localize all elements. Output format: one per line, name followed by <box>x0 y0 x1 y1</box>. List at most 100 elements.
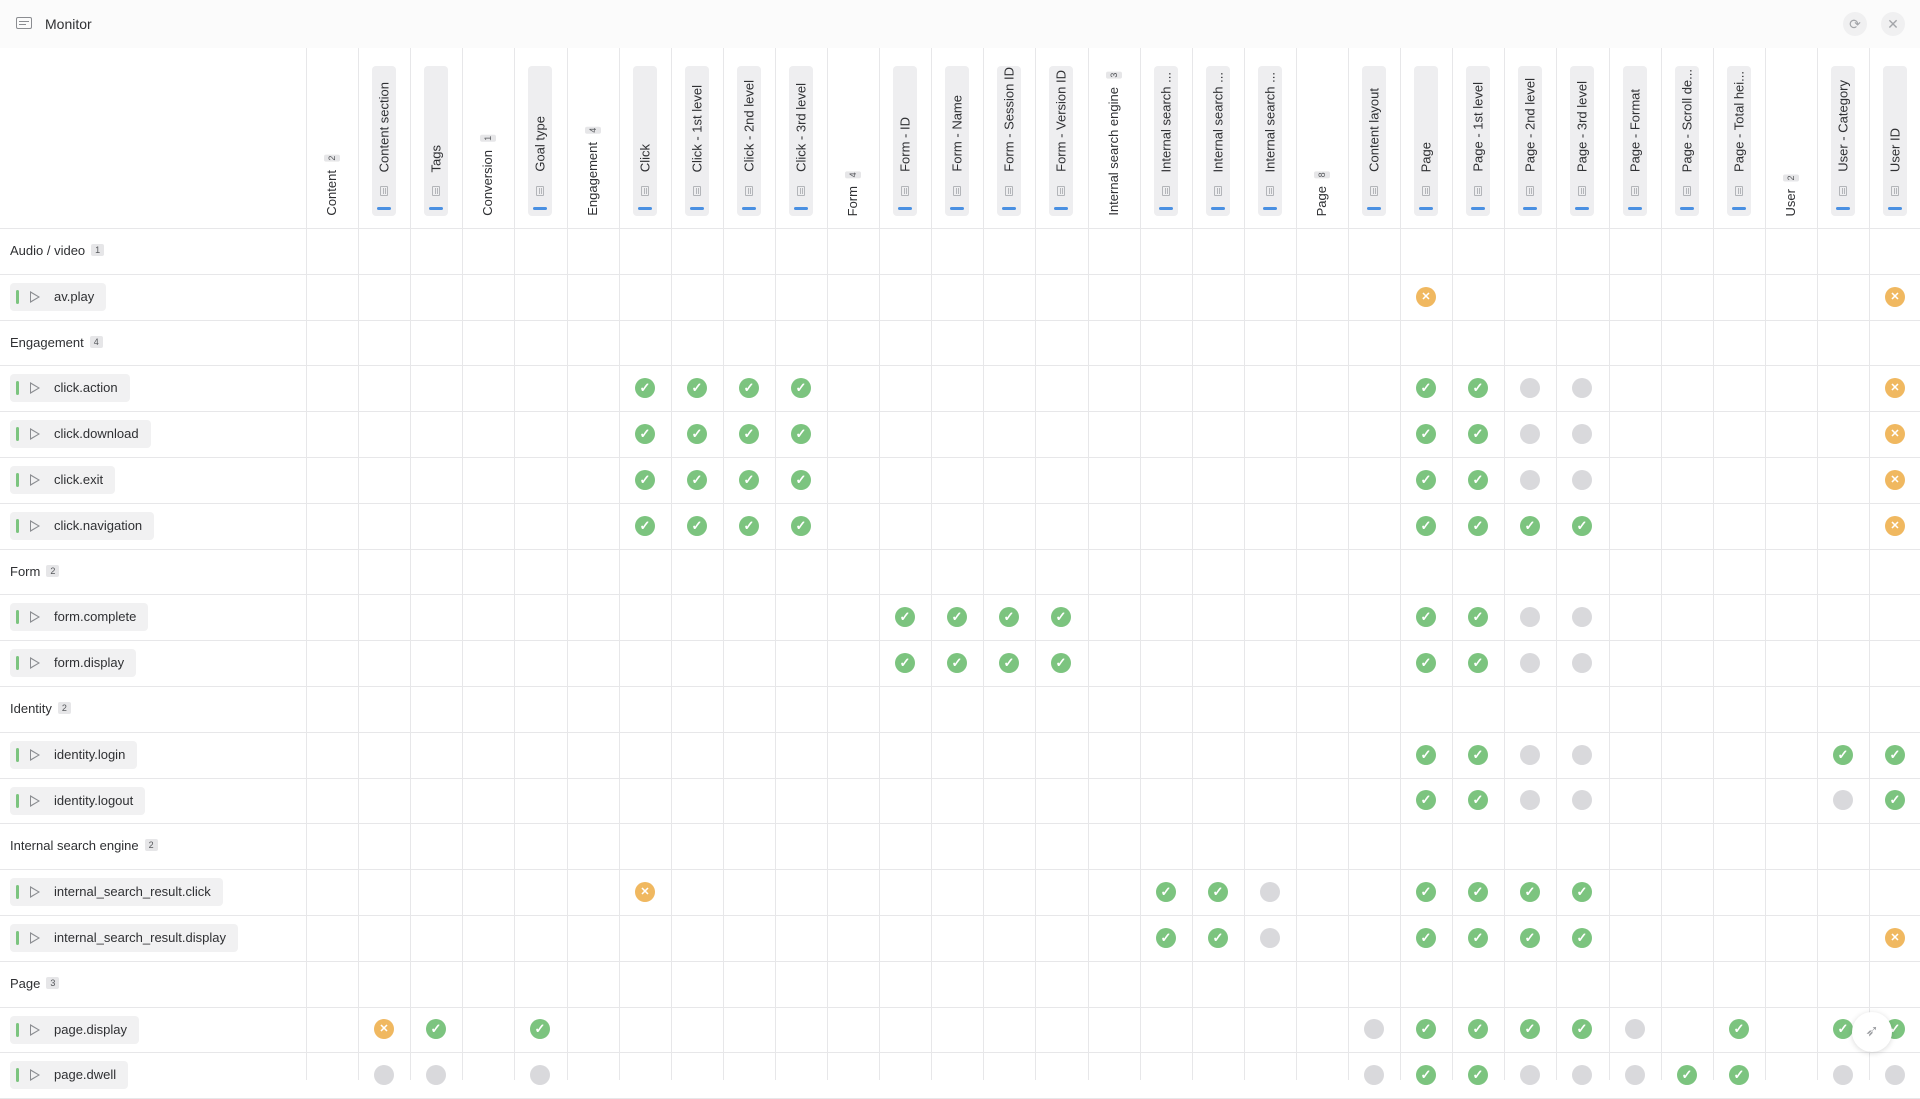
status-ok-icon[interactable]: ✓ <box>947 653 967 673</box>
status-err-icon[interactable]: ✕ <box>1416 287 1436 307</box>
play-icon[interactable] <box>30 611 40 623</box>
status-ok-icon[interactable]: ✓ <box>1833 745 1853 765</box>
column-header[interactable]: Click - 2nd level <box>723 48 775 228</box>
event-chip[interactable]: page.dwell <box>10 1061 129 1089</box>
status-none-icon[interactable] <box>1572 378 1592 398</box>
status-ok-icon[interactable]: ✓ <box>999 653 1019 673</box>
column-header[interactable]: Goal type <box>514 48 566 228</box>
status-ok-icon[interactable]: ✓ <box>1416 378 1436 398</box>
status-none-icon[interactable] <box>1520 378 1540 398</box>
status-ok-icon[interactable]: ✓ <box>999 607 1019 627</box>
status-ok-icon[interactable]: ✓ <box>1520 516 1540 536</box>
status-ok-icon[interactable]: ✓ <box>739 424 759 444</box>
status-err-icon[interactable]: ✕ <box>1885 378 1905 398</box>
status-none-icon[interactable] <box>426 1065 446 1085</box>
status-ok-icon[interactable]: ✓ <box>1416 607 1436 627</box>
event-chip[interactable]: click.download <box>10 420 151 448</box>
column-header-pill[interactable]: Internal search ... <box>1258 66 1282 216</box>
status-ok-icon[interactable]: ✓ <box>530 1019 550 1039</box>
event-chip[interactable]: click.navigation <box>10 512 155 540</box>
column-header[interactable]: Click - 3rd level <box>775 48 827 228</box>
event-chip[interactable]: click.action <box>10 374 130 402</box>
column-header[interactable]: Page - 3rd level <box>1556 48 1608 228</box>
column-header[interactable]: Engagement 4 <box>567 48 619 228</box>
status-ok-icon[interactable]: ✓ <box>1677 1065 1697 1085</box>
play-icon[interactable] <box>30 382 40 394</box>
status-none-icon[interactable] <box>1520 607 1540 627</box>
drag-handle-icon[interactable] <box>641 186 649 196</box>
status-ok-icon[interactable]: ✓ <box>1051 653 1071 673</box>
status-ok-icon[interactable]: ✓ <box>1572 1019 1592 1039</box>
play-icon[interactable] <box>30 1024 40 1036</box>
status-err-icon[interactable]: ✕ <box>635 882 655 902</box>
status-ok-icon[interactable]: ✓ <box>1416 424 1436 444</box>
status-ok-icon[interactable]: ✓ <box>1468 745 1488 765</box>
drag-handle-icon[interactable] <box>1422 186 1430 196</box>
column-header[interactable]: Page 8 <box>1296 48 1348 228</box>
column-header[interactable]: Internal search ... <box>1244 48 1296 228</box>
status-err-icon[interactable]: ✕ <box>1885 287 1905 307</box>
status-ok-icon[interactable]: ✓ <box>635 516 655 536</box>
drag-handle-icon[interactable] <box>797 186 805 196</box>
status-ok-icon[interactable]: ✓ <box>635 470 655 490</box>
status-ok-icon[interactable]: ✓ <box>687 516 707 536</box>
play-icon[interactable] <box>30 886 40 898</box>
status-ok-icon[interactable]: ✓ <box>1729 1019 1749 1039</box>
status-ok-icon[interactable]: ✓ <box>1885 790 1905 810</box>
status-none-icon[interactable] <box>1520 470 1540 490</box>
column-header-pill[interactable]: User ID <box>1883 66 1907 216</box>
column-header-pill[interactable]: Page - 2nd level <box>1518 66 1542 216</box>
status-ok-icon[interactable]: ✓ <box>1520 928 1540 948</box>
status-none-icon[interactable] <box>1572 790 1592 810</box>
status-none-icon[interactable] <box>1833 790 1853 810</box>
drag-handle-icon[interactable] <box>1526 186 1534 196</box>
refresh-icon[interactable]: ⟳ <box>1843 12 1867 36</box>
column-header[interactable]: Page - 2nd level <box>1504 48 1556 228</box>
status-none-icon[interactable] <box>530 1065 550 1085</box>
status-ok-icon[interactable]: ✓ <box>1468 470 1488 490</box>
drag-handle-icon[interactable] <box>536 186 544 196</box>
play-icon[interactable] <box>30 749 40 761</box>
status-none-icon[interactable] <box>1833 1065 1853 1085</box>
event-chip[interactable]: form.display <box>10 649 137 677</box>
status-ok-icon[interactable]: ✓ <box>1572 882 1592 902</box>
play-icon[interactable] <box>30 520 40 532</box>
play-icon[interactable] <box>30 795 40 807</box>
status-none-icon[interactable] <box>1520 424 1540 444</box>
column-header-pill[interactable]: Page - 3rd level <box>1570 66 1594 216</box>
column-header-pill[interactable]: Page - Format <box>1623 66 1647 216</box>
column-header-pill[interactable]: Click - 2nd level <box>737 66 761 216</box>
column-header-pill[interactable]: Internal search ... <box>1154 66 1178 216</box>
status-err-icon[interactable]: ✕ <box>1885 470 1905 490</box>
status-ok-icon[interactable]: ✓ <box>1572 928 1592 948</box>
status-ok-icon[interactable]: ✓ <box>1468 607 1488 627</box>
status-ok-icon[interactable]: ✓ <box>1208 928 1228 948</box>
drag-handle-icon[interactable] <box>1839 186 1847 196</box>
event-chip[interactable]: internal_search_result.click <box>10 878 223 906</box>
drag-handle-icon[interactable] <box>1162 186 1170 196</box>
status-ok-icon[interactable]: ✓ <box>791 378 811 398</box>
column-header-pill[interactable]: Form - ID <box>893 66 917 216</box>
status-ok-icon[interactable]: ✓ <box>1416 928 1436 948</box>
status-ok-icon[interactable]: ✓ <box>1520 1019 1540 1039</box>
column-header-pill[interactable]: Tags <box>424 66 448 216</box>
column-header-pill[interactable]: Click <box>633 66 657 216</box>
status-ok-icon[interactable]: ✓ <box>791 470 811 490</box>
drag-handle-icon[interactable] <box>1474 186 1482 196</box>
drag-handle-icon[interactable] <box>1735 186 1743 196</box>
status-ok-icon[interactable]: ✓ <box>1416 516 1436 536</box>
status-ok-icon[interactable]: ✓ <box>1468 516 1488 536</box>
status-ok-icon[interactable]: ✓ <box>1468 653 1488 673</box>
play-icon[interactable] <box>30 932 40 944</box>
drag-handle-icon[interactable] <box>1005 186 1013 196</box>
column-header[interactable]: Form - Name <box>931 48 983 228</box>
column-header[interactable]: Page - Format <box>1609 48 1661 228</box>
status-ok-icon[interactable]: ✓ <box>635 424 655 444</box>
event-chip[interactable]: form.complete <box>10 603 149 631</box>
status-none-icon[interactable] <box>1260 882 1280 902</box>
play-icon[interactable] <box>30 1069 40 1081</box>
status-err-icon[interactable]: ✕ <box>1885 424 1905 444</box>
status-ok-icon[interactable]: ✓ <box>739 378 759 398</box>
status-ok-icon[interactable]: ✓ <box>739 516 759 536</box>
status-ok-icon[interactable]: ✓ <box>791 424 811 444</box>
